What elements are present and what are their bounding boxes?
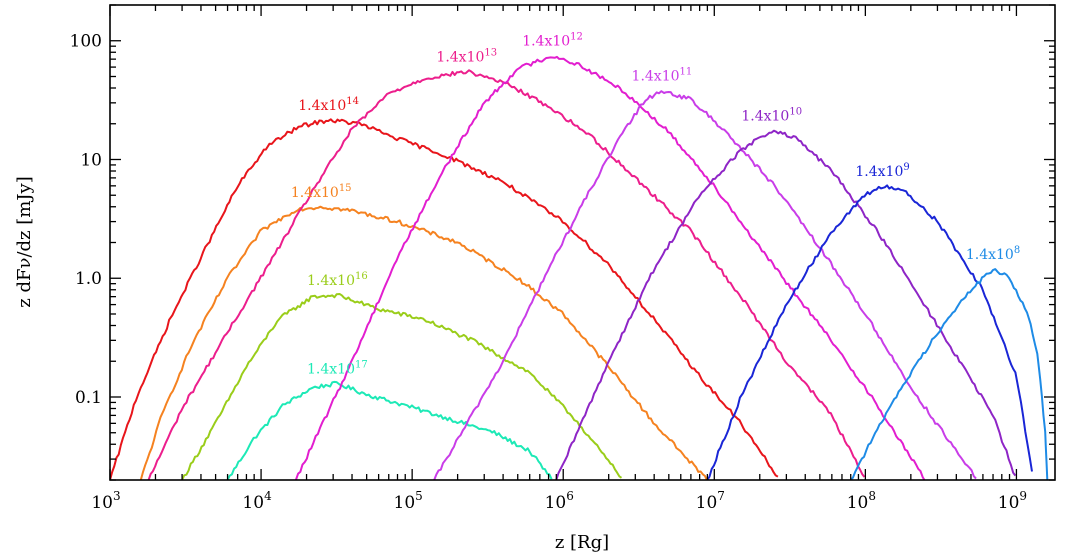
y-tick-label: 0.1 (75, 388, 102, 408)
series-label: 1.4x1011 (632, 67, 693, 85)
series-label: 1.4x1014 (298, 96, 359, 114)
x-tick-label: 103 (91, 489, 120, 513)
series-line (433, 90, 977, 480)
series-line (706, 184, 1033, 480)
series-label: 1.4x1015 (291, 183, 352, 201)
x-axis: 103 104 105 106 107 108 109 (91, 5, 1027, 513)
series-label: 1.4x1010 (741, 107, 802, 125)
x-tick-label: 107 (696, 489, 725, 513)
series-label: 1.4x1016 (307, 271, 368, 289)
series-label: 1.4x108 (966, 245, 1020, 263)
series-line (294, 55, 926, 480)
y-tick-label: 10 (80, 150, 102, 170)
series-line (849, 268, 1049, 480)
series-label: 1.4x1013 (436, 48, 497, 66)
series-line (139, 205, 708, 480)
x-axis-title: z [Rg] (555, 532, 609, 553)
series-line (555, 129, 1017, 480)
series-line (181, 293, 623, 480)
x-tick-label: 105 (394, 489, 423, 513)
x-tick-label: 109 (998, 489, 1027, 513)
y-axis: 0.1 1.0 10 100 (70, 4, 1055, 481)
series-label: 1.4x1012 (522, 32, 583, 50)
series-line (110, 118, 779, 480)
series-label: 1.4x109 (855, 162, 909, 180)
series-line (226, 380, 553, 480)
x-tick-label: 108 (847, 489, 876, 513)
y-tick-label: 100 (70, 32, 102, 52)
series-line (147, 69, 866, 480)
y-tick-label: 1.0 (75, 269, 102, 289)
series-label: 1.4x1017 (307, 359, 368, 377)
curves-layer (110, 55, 1049, 480)
x-tick-label: 106 (545, 489, 574, 513)
y-axis-title: z dFν/dz [mJy] (14, 176, 35, 307)
x-tick-label: 104 (242, 489, 272, 513)
series-labels-layer: 1.4x1017 1.4x1016 1.4x1015 1.4x1014 1.4x1013… (291, 32, 1020, 378)
